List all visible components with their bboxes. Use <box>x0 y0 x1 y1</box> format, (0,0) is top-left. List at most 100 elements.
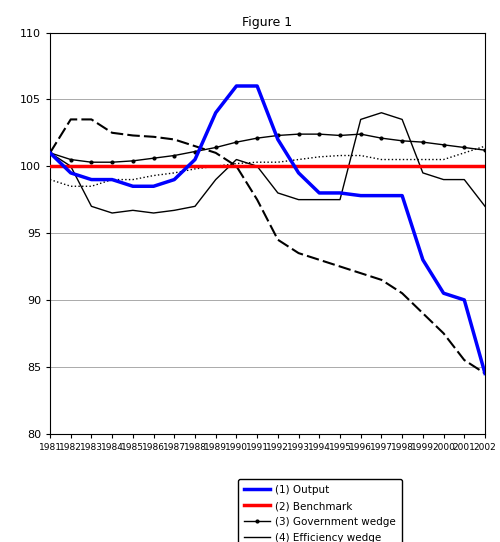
(4) Efficiency wedge <box>212 176 218 183</box>
(1) Output <box>212 109 218 116</box>
(5) Investment wedge <box>316 153 322 160</box>
(2) Benchmark <box>440 163 446 170</box>
(2) Benchmark <box>296 163 302 170</box>
Line: (4) Efficiency wedge: (4) Efficiency wedge <box>50 113 485 213</box>
Line: (5) Investment wedge: (5) Investment wedge <box>50 146 485 186</box>
(3) Government wedge <box>88 159 94 165</box>
(3) Government wedge <box>212 144 218 151</box>
(6) Labor wedge <box>337 263 343 270</box>
(1) Output <box>420 256 426 263</box>
(3) Government wedge <box>378 135 384 141</box>
(1) Output <box>68 170 73 176</box>
(2) Benchmark <box>192 163 198 170</box>
(1) Output <box>440 290 446 296</box>
(5) Investment wedge <box>130 176 136 183</box>
(1) Output <box>378 192 384 199</box>
(5) Investment wedge <box>462 150 468 156</box>
(1) Output <box>275 136 281 143</box>
(2) Benchmark <box>358 163 364 170</box>
(4) Efficiency wedge <box>296 196 302 203</box>
(6) Labor wedge <box>88 116 94 122</box>
(2) Benchmark <box>462 163 468 170</box>
(3) Government wedge <box>130 158 136 164</box>
(1) Output <box>88 176 94 183</box>
(5) Investment wedge <box>337 152 343 159</box>
(3) Government wedge <box>420 139 426 145</box>
(1) Output <box>150 183 156 190</box>
(6) Labor wedge <box>440 330 446 337</box>
(4) Efficiency wedge <box>254 163 260 170</box>
(1) Output <box>192 156 198 163</box>
(2) Benchmark <box>420 163 426 170</box>
(1) Output <box>47 150 53 156</box>
(5) Investment wedge <box>358 152 364 159</box>
(3) Government wedge <box>109 159 115 165</box>
(2) Benchmark <box>399 163 405 170</box>
(4) Efficiency wedge <box>316 196 322 203</box>
(3) Government wedge <box>482 147 488 153</box>
(5) Investment wedge <box>234 160 239 167</box>
(2) Benchmark <box>212 163 218 170</box>
(6) Labor wedge <box>296 250 302 256</box>
(5) Investment wedge <box>275 159 281 165</box>
(4) Efficiency wedge <box>440 176 446 183</box>
(6) Labor wedge <box>378 276 384 283</box>
(4) Efficiency wedge <box>130 207 136 214</box>
(3) Government wedge <box>150 155 156 162</box>
(1) Output <box>109 176 115 183</box>
(4) Efficiency wedge <box>88 203 94 210</box>
(2) Benchmark <box>482 163 488 170</box>
(1) Output <box>358 192 364 199</box>
(6) Labor wedge <box>234 163 239 170</box>
(1) Output <box>316 190 322 196</box>
(4) Efficiency wedge <box>482 203 488 210</box>
(5) Investment wedge <box>420 156 426 163</box>
(3) Government wedge <box>296 131 302 137</box>
(2) Benchmark <box>172 163 177 170</box>
(3) Government wedge <box>358 131 364 137</box>
(6) Labor wedge <box>47 150 53 156</box>
(6) Labor wedge <box>150 133 156 140</box>
(5) Investment wedge <box>440 156 446 163</box>
(6) Labor wedge <box>358 270 364 276</box>
(6) Labor wedge <box>68 116 73 122</box>
(6) Labor wedge <box>462 357 468 363</box>
Line: (6) Labor wedge: (6) Labor wedge <box>50 119 485 373</box>
(4) Efficiency wedge <box>378 109 384 116</box>
(2) Benchmark <box>254 163 260 170</box>
(3) Government wedge <box>234 139 239 145</box>
(2) Benchmark <box>150 163 156 170</box>
(4) Efficiency wedge <box>358 116 364 122</box>
Line: (3) Government wedge: (3) Government wedge <box>47 131 488 165</box>
(5) Investment wedge <box>172 170 177 176</box>
(5) Investment wedge <box>192 166 198 172</box>
(1) Output <box>130 183 136 190</box>
(3) Government wedge <box>316 131 322 137</box>
(1) Output <box>254 83 260 89</box>
(2) Benchmark <box>316 163 322 170</box>
(6) Labor wedge <box>482 370 488 377</box>
(2) Benchmark <box>68 163 73 170</box>
(4) Efficiency wedge <box>462 176 468 183</box>
(1) Output <box>296 170 302 176</box>
(6) Labor wedge <box>130 132 136 139</box>
(1) Output <box>482 370 488 377</box>
(3) Government wedge <box>254 135 260 141</box>
Line: (1) Output: (1) Output <box>50 86 485 373</box>
(5) Investment wedge <box>212 163 218 170</box>
(1) Output <box>234 83 239 89</box>
(3) Government wedge <box>462 144 468 151</box>
(5) Investment wedge <box>482 143 488 150</box>
(5) Investment wedge <box>68 183 73 190</box>
(6) Labor wedge <box>254 196 260 203</box>
(6) Labor wedge <box>275 236 281 243</box>
(6) Labor wedge <box>399 290 405 296</box>
(5) Investment wedge <box>399 156 405 163</box>
(3) Government wedge <box>47 150 53 156</box>
(3) Government wedge <box>440 141 446 148</box>
(4) Efficiency wedge <box>47 150 53 156</box>
(5) Investment wedge <box>88 183 94 190</box>
Title: Figure 1: Figure 1 <box>242 16 292 29</box>
(2) Benchmark <box>47 163 53 170</box>
(2) Benchmark <box>109 163 115 170</box>
